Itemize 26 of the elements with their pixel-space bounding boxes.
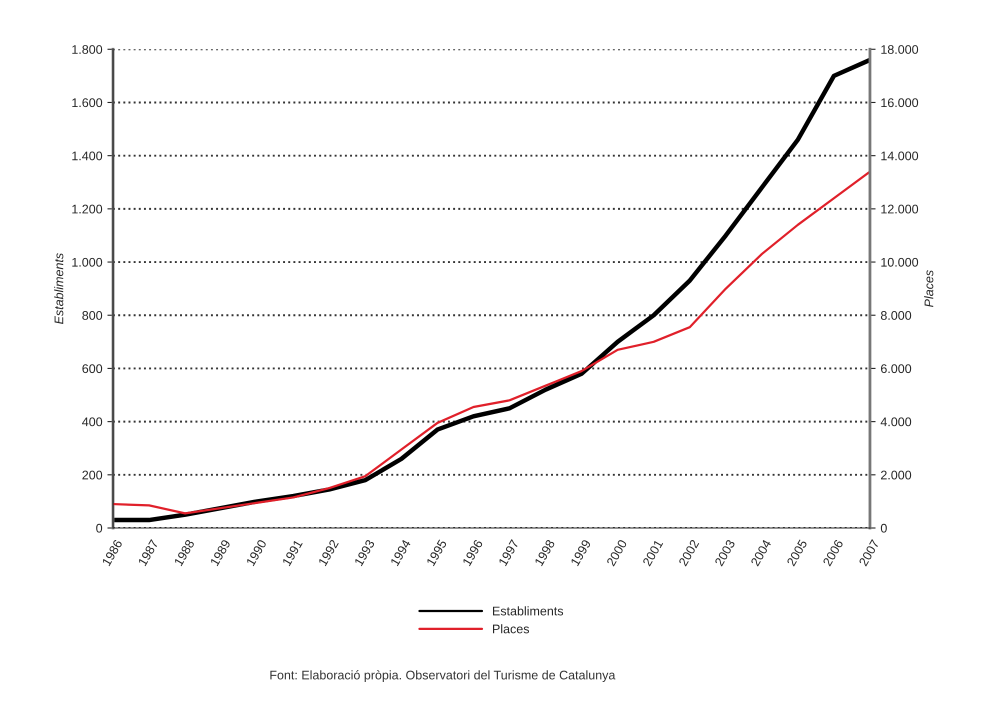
y2-axis-title: Places [924, 270, 934, 308]
y-tick-label: 1.200 [72, 204, 102, 214]
y2-tick-label: 2.000 [881, 470, 912, 480]
legend-label: Places [493, 624, 530, 634]
y-tick-label: 1.000 [72, 258, 102, 267]
y-tick-label: 1.600 [72, 98, 102, 108]
y-tick-label: 1.400 [72, 151, 102, 160]
y-tick-label: 0 [96, 524, 102, 533]
legend-label: Establiments [493, 606, 564, 616]
y2-tick-label: 14.000 [881, 151, 918, 160]
text: Font: Elaboració pròpia. Observatori del Turisme de Catalunya [270, 670, 616, 682]
line-series [113, 170, 870, 514]
y2-tick-label: 10.000 [881, 258, 918, 267]
y2-tick-label: 0 [880, 524, 887, 533]
y-tick-label: 1.800 [72, 45, 102, 54]
y2-tick-label: 18.000 [881, 45, 918, 54]
y2-tick-label: 6.000 [881, 364, 912, 374]
y-tick-label: 400 [82, 417, 102, 426]
y2-tick-label: 4.000 [880, 417, 912, 426]
y2-tick-label: 12.000 [881, 204, 918, 214]
y-tick-label: 800 [82, 311, 102, 320]
y2-tick-label: 16.000 [881, 98, 918, 108]
y2-tick-label: 8.000 [880, 311, 912, 320]
y-tick-label: 200 [82, 470, 102, 480]
y-tick-label: 600 [82, 364, 102, 374]
y-axis-title: Establiments [54, 253, 64, 324]
